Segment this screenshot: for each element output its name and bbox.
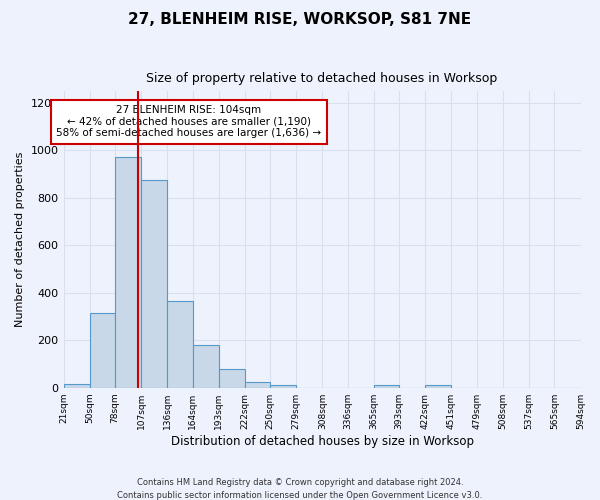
Bar xyxy=(193,345,219,388)
Bar xyxy=(64,384,90,388)
Bar xyxy=(167,301,193,388)
Text: 27 BLENHEIM RISE: 104sqm
← 42% of detached houses are smaller (1,190)
58% of sem: 27 BLENHEIM RISE: 104sqm ← 42% of detach… xyxy=(56,105,322,138)
Bar xyxy=(374,385,399,388)
Bar xyxy=(245,382,270,388)
Text: Contains HM Land Registry data © Crown copyright and database right 2024.
Contai: Contains HM Land Registry data © Crown c… xyxy=(118,478,482,500)
Bar xyxy=(90,313,115,388)
Bar xyxy=(219,368,245,388)
Y-axis label: Number of detached properties: Number of detached properties xyxy=(15,152,25,327)
X-axis label: Distribution of detached houses by size in Worksop: Distribution of detached houses by size … xyxy=(170,434,473,448)
Title: Size of property relative to detached houses in Worksop: Size of property relative to detached ho… xyxy=(146,72,497,86)
Bar xyxy=(115,158,141,388)
Bar xyxy=(141,180,167,388)
Text: 27, BLENHEIM RISE, WORKSOP, S81 7NE: 27, BLENHEIM RISE, WORKSOP, S81 7NE xyxy=(128,12,472,28)
Bar xyxy=(270,385,296,388)
Bar xyxy=(425,385,451,388)
